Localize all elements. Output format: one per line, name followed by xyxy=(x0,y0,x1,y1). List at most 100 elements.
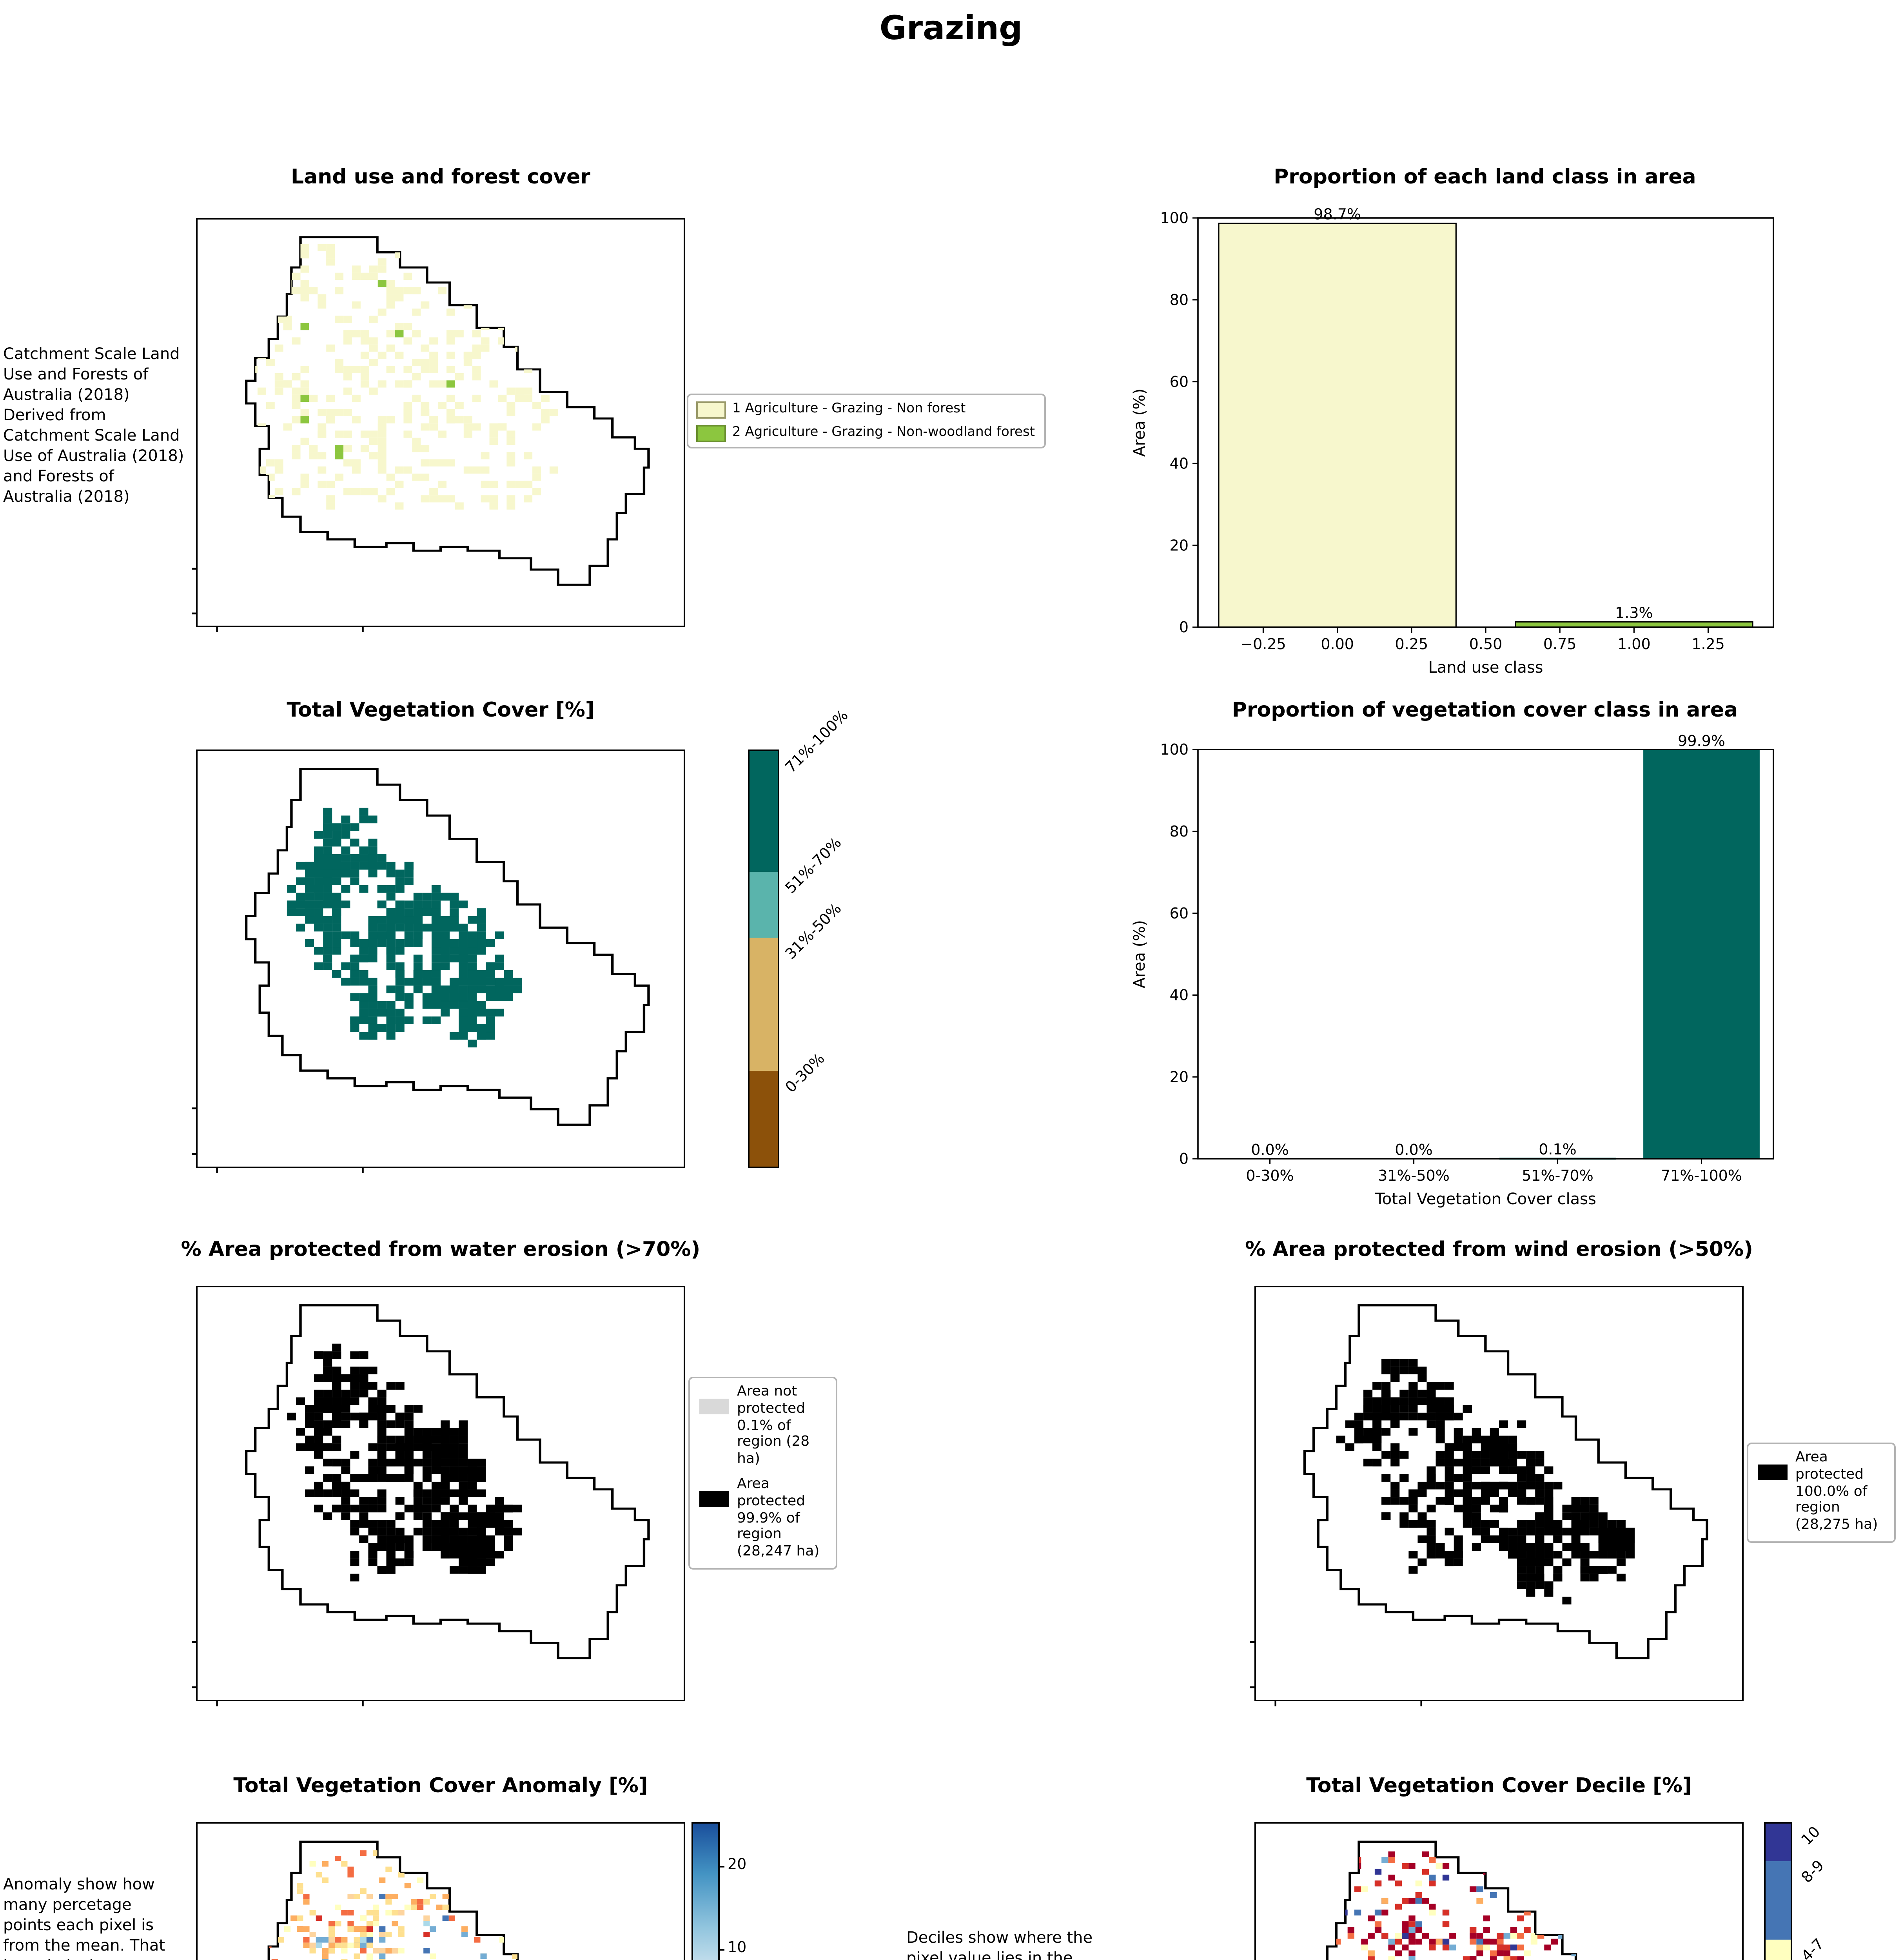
y-tick-label: 40 xyxy=(1170,987,1189,1004)
decile-map xyxy=(1254,1822,1744,1960)
veg-cover-colorbar: 71%-100% 51%-70% 31%-50% 0-30% xyxy=(748,707,852,1168)
colorbar-segment xyxy=(750,938,778,1071)
anomaly-colorbar: 20100−10−20 xyxy=(691,1822,746,1960)
wind-erosion-map-title: % Area protected from wind erosion (>50%… xyxy=(1245,1239,1753,1262)
colorbar-segment xyxy=(1766,1940,1791,1960)
colorbar-segment xyxy=(1766,1824,1791,1861)
legend-swatch xyxy=(1758,1465,1788,1480)
colorbar-tick xyxy=(718,1865,724,1867)
page-title: Grazing xyxy=(879,9,1023,47)
bar xyxy=(1515,621,1753,628)
veg-class-chart-title: Proportion of vegetation cover class in … xyxy=(1232,699,1738,723)
land-use-map xyxy=(192,218,685,632)
colorbar-segment xyxy=(750,871,778,938)
decile-description: Deciles show where the pixel value lies … xyxy=(906,1930,1093,1960)
x-axis-label: Land use class xyxy=(1428,659,1543,677)
colorbar-segment xyxy=(750,1071,778,1167)
y-tick-label: 40 xyxy=(1170,455,1189,472)
y-tick-label: 100 xyxy=(1160,209,1189,227)
land-use-description: Catchment Scale Land Use and Forests of … xyxy=(3,347,184,506)
colorbar-label: 51%-70% xyxy=(782,834,846,897)
map-pixels xyxy=(1336,1359,1635,1604)
legend-item: Area protected 99.9% of region (28,247 h… xyxy=(699,1477,826,1562)
legend-swatch xyxy=(699,1491,729,1507)
map-pixels xyxy=(287,808,522,1047)
x-tick-label: −0.25 xyxy=(1240,635,1286,653)
y-tick-label: 0 xyxy=(1179,619,1189,636)
y-tick-label: 60 xyxy=(1170,373,1189,390)
water-erosion-map xyxy=(192,1286,685,1706)
legend-swatch xyxy=(696,425,726,443)
legend-swatch xyxy=(696,401,726,419)
y-axis-label: Area (%) xyxy=(1131,388,1149,457)
bar-value-label: 0.0% xyxy=(1251,1141,1289,1158)
x-tick-label: 0-30% xyxy=(1246,1167,1294,1184)
bar xyxy=(1643,749,1760,1160)
veg-cover-map xyxy=(192,750,685,1173)
legend-item: Area protected 100.0% of region (28,275 … xyxy=(1758,1450,1885,1535)
y-tick-label: 20 xyxy=(1170,537,1189,554)
decile-colorbar: 108-94-72-31 xyxy=(1764,1822,1828,1960)
y-tick-label: 80 xyxy=(1170,291,1189,309)
water-erosion-map-title: % Area protected from water erosion (>70… xyxy=(181,1239,701,1262)
bar xyxy=(1218,222,1457,628)
y-axis-label: Area (%) xyxy=(1131,920,1149,988)
land-class-bar-chart: 98.7% 1.3% 0 20 40 60 80 100 −0.25 0.00 0.25 0.50 0.… xyxy=(1131,206,1774,677)
bar-value-label: 98.7% xyxy=(1314,206,1361,223)
legend-label: Area protected 99.9% of region (28,247 h… xyxy=(737,1477,820,1561)
colorbar-label: 10 xyxy=(1799,1824,1824,1849)
bar-value-label: 0.1% xyxy=(1539,1141,1577,1158)
legend-label: Area not protected 0.1% of region (28 ha… xyxy=(737,1385,810,1468)
veg-cover-map-title: Total Vegetation Cover [%] xyxy=(287,699,595,723)
legend-label: 1 Agriculture - Grazing - Non forest xyxy=(732,401,966,417)
y-tick-label: 20 xyxy=(1170,1068,1189,1085)
y-tick-label: 100 xyxy=(1160,741,1189,758)
legend-label: 2 Agriculture - Grazing - Non-woodland f… xyxy=(732,425,1035,441)
bar-value-label: 1.3% xyxy=(1615,604,1653,621)
legend-item: 2 Agriculture - Grazing - Non-woodland f… xyxy=(696,425,1035,443)
legend-item: 1 Agriculture - Grazing - Non forest xyxy=(696,401,1035,419)
anomaly-map xyxy=(196,1822,685,1960)
colorbar-label: 31%-50% xyxy=(782,901,846,964)
x-tick-label: 0.25 xyxy=(1395,635,1428,653)
legend-item: Area not protected 0.1% of region (28 ha… xyxy=(699,1385,826,1469)
colorbar-label: 0-30% xyxy=(782,1051,829,1097)
colorbar-segment xyxy=(1766,1861,1791,1940)
land-use-legend: 1 Agriculture - Grazing - Non forest 2 Ag… xyxy=(687,394,1046,449)
anomaly-description: Anomaly show how many percetage points e… xyxy=(3,1877,165,1960)
axes-box xyxy=(1197,749,1774,1160)
colorbar-segment xyxy=(750,751,778,872)
colorbar-tick-label: 20 xyxy=(728,1856,747,1873)
x-tick-label: 31%-50% xyxy=(1378,1167,1450,1184)
x-tick-label: 1.00 xyxy=(1617,635,1651,653)
x-tick-label: 1.25 xyxy=(1691,635,1725,653)
colorbar-tick-label: 10 xyxy=(728,1939,747,1957)
x-tick-label: 0.50 xyxy=(1469,635,1503,653)
legend-swatch xyxy=(699,1399,729,1414)
anomaly-map-title: Total Vegetation Cover Anomaly [%] xyxy=(233,1775,648,1798)
bar-value-label: 99.9% xyxy=(1678,732,1725,750)
legend-label: Area protected 100.0% of region (28,275 … xyxy=(1795,1450,1878,1534)
x-tick-label: 0.00 xyxy=(1321,635,1354,653)
y-tick-label: 60 xyxy=(1170,905,1189,922)
wind-erosion-legend: Area protected 100.0% of region (28,275 … xyxy=(1747,1443,1896,1543)
colorbar-tick xyxy=(718,1949,724,1951)
veg-class-bar-chart: 0.0% 0.0% 0.1% 99.9% 0 20 40 60 80 100 0-30% 31%-50… xyxy=(1131,732,1774,1208)
colorbar-label: 4-7 xyxy=(1799,1936,1828,1960)
map-pixels xyxy=(287,1343,522,1582)
y-tick-label: 0 xyxy=(1179,1150,1189,1167)
wind-erosion-map xyxy=(1250,1286,1744,1706)
x-axis-label: Total Vegetation Cover class xyxy=(1375,1190,1596,1208)
x-tick-label: 71%-100% xyxy=(1661,1167,1742,1184)
colorbar-label: 8-9 xyxy=(1799,1857,1828,1887)
land-class-chart-title: Proportion of each land class in area xyxy=(1274,166,1696,190)
water-erosion-legend: Area not protected 0.1% of region (28 ha… xyxy=(688,1377,837,1570)
decile-map-title: Total Vegetation Cover Decile [%] xyxy=(1306,1775,1692,1798)
x-tick-label: 51%-70% xyxy=(1522,1167,1593,1184)
land-use-map-title: Land use and forest cover xyxy=(291,166,590,190)
x-tick-label: 0.75 xyxy=(1543,635,1577,653)
colorbar-label: 71%-100% xyxy=(782,707,852,777)
y-tick-label: 80 xyxy=(1170,823,1189,840)
bar-value-label: 0.0% xyxy=(1395,1141,1433,1158)
